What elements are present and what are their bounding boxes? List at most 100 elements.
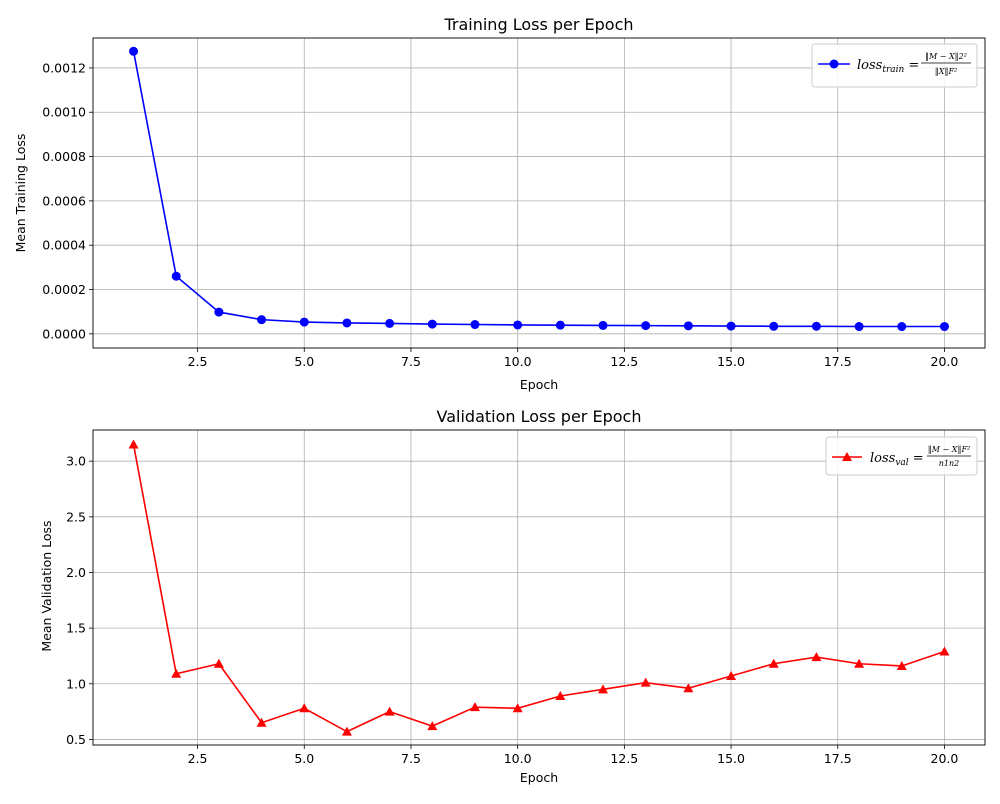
validation-data-point: [683, 683, 694, 693]
validation-y-axis-label: Mean Validation Loss: [39, 520, 54, 651]
validation-data-point: [512, 703, 523, 713]
training-loss-panel: Training Loss per Epoch Epoch Mean Train…: [13, 15, 986, 392]
training-x-tick-label: 20.0: [931, 354, 959, 369]
svg-text:lossval =: lossval =: [870, 451, 924, 468]
validation-y-tick-label: 3.0: [66, 454, 86, 469]
training-data-point: [470, 320, 480, 330]
training-data-point: [897, 322, 907, 332]
validation-x-tick-label: 7.5: [401, 751, 421, 766]
training-legend-denominator: ‖X‖F²: [935, 67, 957, 76]
training-x-tick-label: 2.5: [188, 354, 208, 369]
training-x-tick-label: 15.0: [717, 354, 745, 369]
validation-data-point: [213, 658, 224, 668]
validation-x-tick-label: 12.5: [610, 751, 638, 766]
validation-series-line: [132, 444, 945, 733]
validation-data-point: [726, 670, 737, 680]
validation-plot-area: 2.5 5.0 7.5 10.0 12.5 15.0 17.5 20.0 0.5 1.0 1.5 2.…: [66, 429, 986, 766]
validation-legend-box: [825, 436, 978, 476]
svg-text:losstrain =: losstrain =: [857, 58, 919, 75]
training-y-tick-label: 0.0002: [42, 282, 86, 297]
training-x-tick-label: 10.0: [504, 354, 532, 369]
validation-data-point: [256, 717, 267, 727]
validation-data-point: [128, 439, 139, 449]
validation-x-tick-label: 17.5: [824, 751, 852, 766]
validation-legend-denominator: n1n2: [939, 459, 959, 468]
validation-y-tick-label: 1.5: [66, 621, 86, 636]
training-data-point: [342, 318, 352, 328]
training-x-tick-label: 5.0: [294, 354, 314, 369]
validation-data-point: [427, 721, 438, 731]
validation-x-axis-label: Epoch: [520, 770, 558, 785]
training-y-tick-label: 0.0000: [42, 326, 86, 341]
training-x-tick-label: 17.5: [824, 354, 852, 369]
training-y-tick-label: 0.0010: [42, 105, 86, 120]
training-y-axis-label: Mean Training Loss: [13, 134, 28, 253]
validation-loss-panel: Validation Loss per Epoch Epoch Mean Val…: [39, 407, 986, 785]
validation-data-point: [768, 658, 779, 668]
training-data-point: [555, 320, 565, 330]
validation-legend: lossval = ‖M − X‖F² n1n2: [825, 436, 978, 476]
training-data-point: [427, 319, 437, 329]
training-axes-frame: [92, 37, 986, 349]
training-data-point: [598, 320, 608, 330]
training-data-point: [513, 320, 523, 330]
training-data-point: [257, 315, 267, 325]
validation-y-tick-label: 2.0: [66, 565, 86, 580]
training-legend: losstrain = ‖M − X‖2² ‖X‖F²: [811, 43, 978, 88]
validation-legend-marker: [842, 452, 852, 461]
validation-data-point: [384, 706, 395, 716]
training-x-tick-label: 7.5: [401, 354, 421, 369]
validation-x-tick-label: 2.5: [188, 751, 208, 766]
validation-data-point: [341, 726, 352, 736]
training-title: Training Loss per Epoch: [443, 15, 633, 34]
validation-data-point: [555, 691, 566, 701]
training-y-tick-label: 0.0008: [42, 149, 86, 164]
training-plot-area: 2.5 5.0 7.5 10.0 12.5 15.0 17.5 20.0 0.0000 0.000…: [42, 37, 986, 369]
training-data-point: [811, 321, 821, 331]
training-y-tick-label: 0.0004: [42, 238, 86, 253]
training-data-point: [171, 271, 181, 281]
training-data-point: [769, 321, 779, 331]
validation-data-point: [469, 702, 480, 712]
validation-legend-sub: val: [895, 458, 908, 468]
validation-data-point: [640, 677, 651, 687]
validation-data-point: [171, 668, 182, 678]
training-data-point: [299, 317, 309, 327]
training-data-point: [939, 322, 949, 332]
validation-y-tick-label: 2.5: [66, 509, 86, 524]
training-legend-numerator: ‖M − X‖2²: [925, 52, 967, 61]
training-data-point: [129, 46, 139, 56]
validation-axes-frame: [92, 429, 986, 746]
validation-y-tick-label: 1.0: [66, 676, 86, 691]
validation-x-tick-label: 15.0: [717, 751, 745, 766]
training-series-line: [132, 51, 945, 328]
validation-title: Validation Loss per Epoch: [437, 407, 642, 426]
validation-data-point: [939, 646, 950, 656]
training-data-point: [726, 321, 736, 331]
validation-x-tick-label: 5.0: [294, 751, 314, 766]
validation-x-tick-label: 10.0: [504, 751, 532, 766]
training-y-tick-label: 0.0012: [42, 60, 86, 75]
training-x-axis-label: Epoch: [520, 377, 558, 392]
training-legend-box: [811, 43, 978, 88]
validation-data-point: [896, 660, 907, 670]
training-legend-main: loss: [857, 58, 883, 73]
training-data-point: [385, 318, 395, 328]
training-legend-sub: train: [882, 65, 904, 75]
validation-data-point: [811, 652, 822, 662]
validation-data-point: [299, 703, 310, 713]
training-data-point: [854, 322, 864, 332]
validation-y-tick-label: 0.5: [66, 732, 86, 747]
training-data-point: [214, 307, 224, 317]
training-y-tick-label: 0.0006: [42, 193, 86, 208]
training-legend-marker: [829, 59, 839, 69]
training-data-point: [641, 321, 651, 331]
training-x-tick-label: 12.5: [610, 354, 638, 369]
validation-data-point: [598, 684, 609, 694]
validation-data-point: [854, 658, 865, 668]
training-data-point: [683, 321, 693, 331]
validation-legend-numerator: ‖M − X‖F²: [928, 445, 970, 454]
validation-legend-main: loss: [870, 451, 896, 466]
